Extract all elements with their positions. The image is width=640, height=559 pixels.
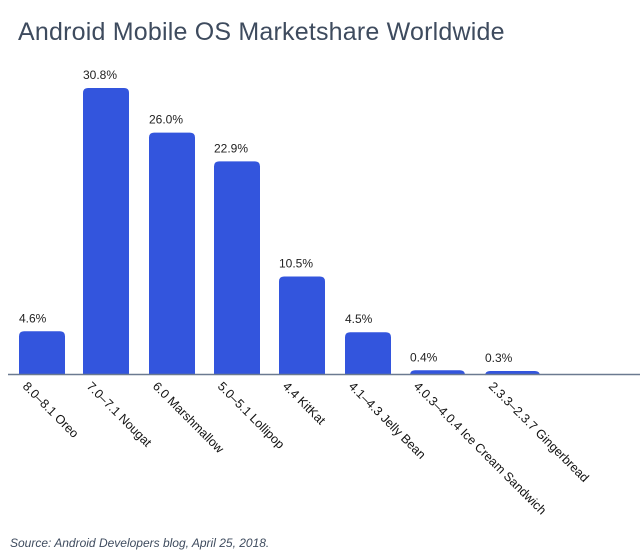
data-label: 4.6%	[19, 311, 47, 325]
category-label: 8.0–8.1 Oreo	[20, 379, 82, 441]
chart-title: Android Mobile OS Marketshare Worldwide	[18, 18, 505, 46]
bar	[410, 370, 465, 376]
bar	[214, 161, 260, 374]
source-note: Source: Android Developers blog, April 2…	[10, 536, 270, 550]
bar	[279, 276, 325, 374]
data-label: 26.0%	[149, 113, 183, 127]
category-label: 6.0 Marshmallow	[150, 379, 227, 456]
bar	[19, 331, 65, 374]
data-label: 0.3%	[485, 351, 513, 365]
data-label: 10.5%	[279, 257, 313, 271]
category-label: 4.4 KitKat	[280, 379, 329, 428]
bar	[345, 332, 391, 374]
data-label: 4.5%	[345, 312, 373, 326]
data-label: 0.4%	[410, 350, 438, 364]
data-label: 30.8%	[83, 68, 117, 82]
bar	[149, 132, 195, 374]
bar	[485, 371, 540, 376]
bar	[83, 88, 129, 374]
category-label: 4.0.3–4.0.4 Ice Cream Sandwich	[411, 379, 549, 517]
category-label: 7.0–7.1 Nougat	[84, 379, 155, 450]
data-label: 22.9%	[214, 141, 248, 155]
category-label: 5.0–5.1 Lollipop	[215, 379, 287, 451]
